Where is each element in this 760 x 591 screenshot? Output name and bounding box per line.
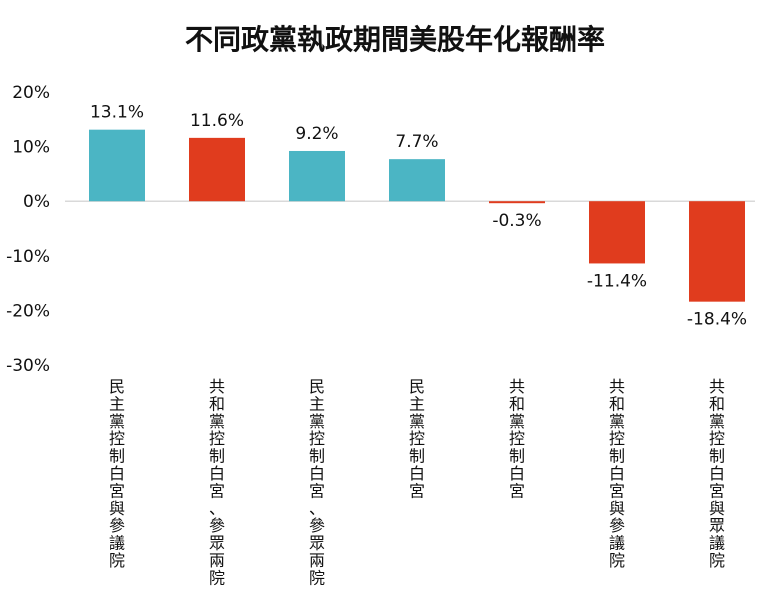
category-label: 共和黨控制白宮與參議院 (609, 377, 625, 570)
bar (189, 137, 245, 202)
bar (689, 201, 745, 302)
category-label: 共和黨控制白宮、參眾兩院 (209, 377, 225, 587)
y-axis: 20% 10% 0% -10% -20% -30% (6, 83, 50, 376)
bar (389, 159, 445, 202)
data-label: 9.2% (295, 124, 338, 144)
data-label: -0.3% (492, 211, 541, 231)
category-label: 共和黨控制白宮 (509, 377, 525, 500)
category-label: 共和黨控制白宮與眾議院 (709, 377, 725, 570)
y-tick-label: 0% (23, 192, 50, 212)
y-tick-label: -10% (6, 247, 50, 267)
bar (489, 201, 545, 204)
y-tick-label: 10% (12, 138, 50, 158)
data-label: 13.1% (90, 103, 144, 123)
category-label: 民主黨控制白宮與參議院 (109, 377, 125, 570)
y-tick-label: 20% (12, 83, 50, 103)
bar-group (89, 129, 745, 302)
data-label: -18.4% (687, 310, 747, 330)
data-label: -11.4% (587, 271, 647, 291)
data-label: 11.6% (190, 111, 244, 131)
y-tick-label: -30% (6, 356, 50, 376)
category-label: 民主黨控制白宮 (409, 377, 425, 500)
bar (289, 150, 345, 202)
data-label: 7.7% (395, 132, 438, 152)
y-tick-label: -20% (6, 301, 50, 321)
bar (89, 129, 145, 202)
chart-title: 不同政黨執政期間美股年化報酬率 (185, 23, 605, 56)
bar (589, 201, 645, 264)
data-label-group: 13.1% 11.6% 9.2% 7.7% -0.3% -11.4% -18.4% (90, 103, 747, 330)
category-label: 民主黨控制白宮、參眾兩院 (309, 377, 325, 587)
category-label-group: 民主黨控制白宮與參議院 共和黨控制白宮、參眾兩院 民主黨控制白宮、參眾兩院 民主黨控制… (109, 377, 725, 587)
